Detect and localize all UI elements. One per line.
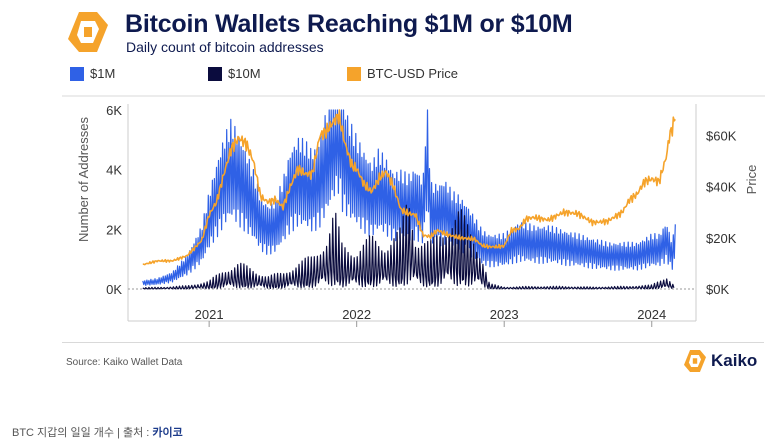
y-tick-label: 6K (106, 103, 122, 118)
kaiko-brand-icon (684, 350, 706, 372)
kaiko-logo-icon (68, 12, 108, 52)
y2-tick-label: $20K (706, 231, 737, 246)
brand: Kaiko (684, 350, 757, 372)
y-axis-label: Number of Addresses (76, 117, 91, 243)
x-tick-label: 2021 (195, 307, 224, 322)
legend-label-10m: $10M (228, 66, 261, 81)
footer-divider (62, 342, 764, 343)
legend-label-1m: $1M (90, 66, 116, 81)
series-10m-line (142, 204, 675, 290)
y2-tick-label: $0K (706, 282, 729, 297)
y-tick-label: 2K (106, 222, 122, 237)
y2-axis-label: Price (744, 165, 759, 195)
brand-name: Kaiko (711, 351, 758, 370)
legend-label-btc: BTC-USD Price (367, 66, 459, 81)
legend: $1M $10M BTC-USD Price (70, 66, 570, 84)
legend-item-10m[interactable]: $10M (208, 66, 261, 81)
y2-tick-label: $60K (706, 129, 737, 144)
legend-item-btc[interactable]: BTC-USD Price (347, 66, 458, 81)
image-caption: BTC 지갑의 일일 개수 | 출처 : 카이코 (12, 424, 183, 440)
source-note: Source: Kaiko Wallet Data (66, 357, 183, 368)
y2-tick-label: $40K (706, 180, 737, 195)
series-1m-line (142, 109, 676, 286)
chart-title: Bitcoin Wallets Reaching $1M or $10M (125, 10, 573, 38)
y-tick-label: 0K (106, 282, 122, 297)
x-tick-label: 2023 (490, 307, 519, 322)
y-tick-label: 4K (106, 163, 122, 178)
caption-source-link[interactable]: 카이코 (152, 427, 183, 439)
series-btc-price-line (142, 109, 676, 266)
legend-item-1m[interactable]: $1M (70, 66, 115, 81)
chart-plot: 0K 2K 4K 6K $0K $20K $40K $60K 2021 2022 2023 2024 N… (62, 95, 765, 327)
legend-swatch-btc (347, 66, 361, 81)
legend-swatch-10m (208, 66, 222, 81)
caption-text: BTC 지갑의 일일 개수 | 출처 : (12, 427, 153, 439)
x-tick-label: 2024 (637, 307, 666, 322)
chart-subtitle: Daily count of bitcoin addresses (126, 39, 324, 55)
legend-swatch-1m (70, 66, 84, 81)
x-tick-label: 2022 (342, 307, 371, 322)
